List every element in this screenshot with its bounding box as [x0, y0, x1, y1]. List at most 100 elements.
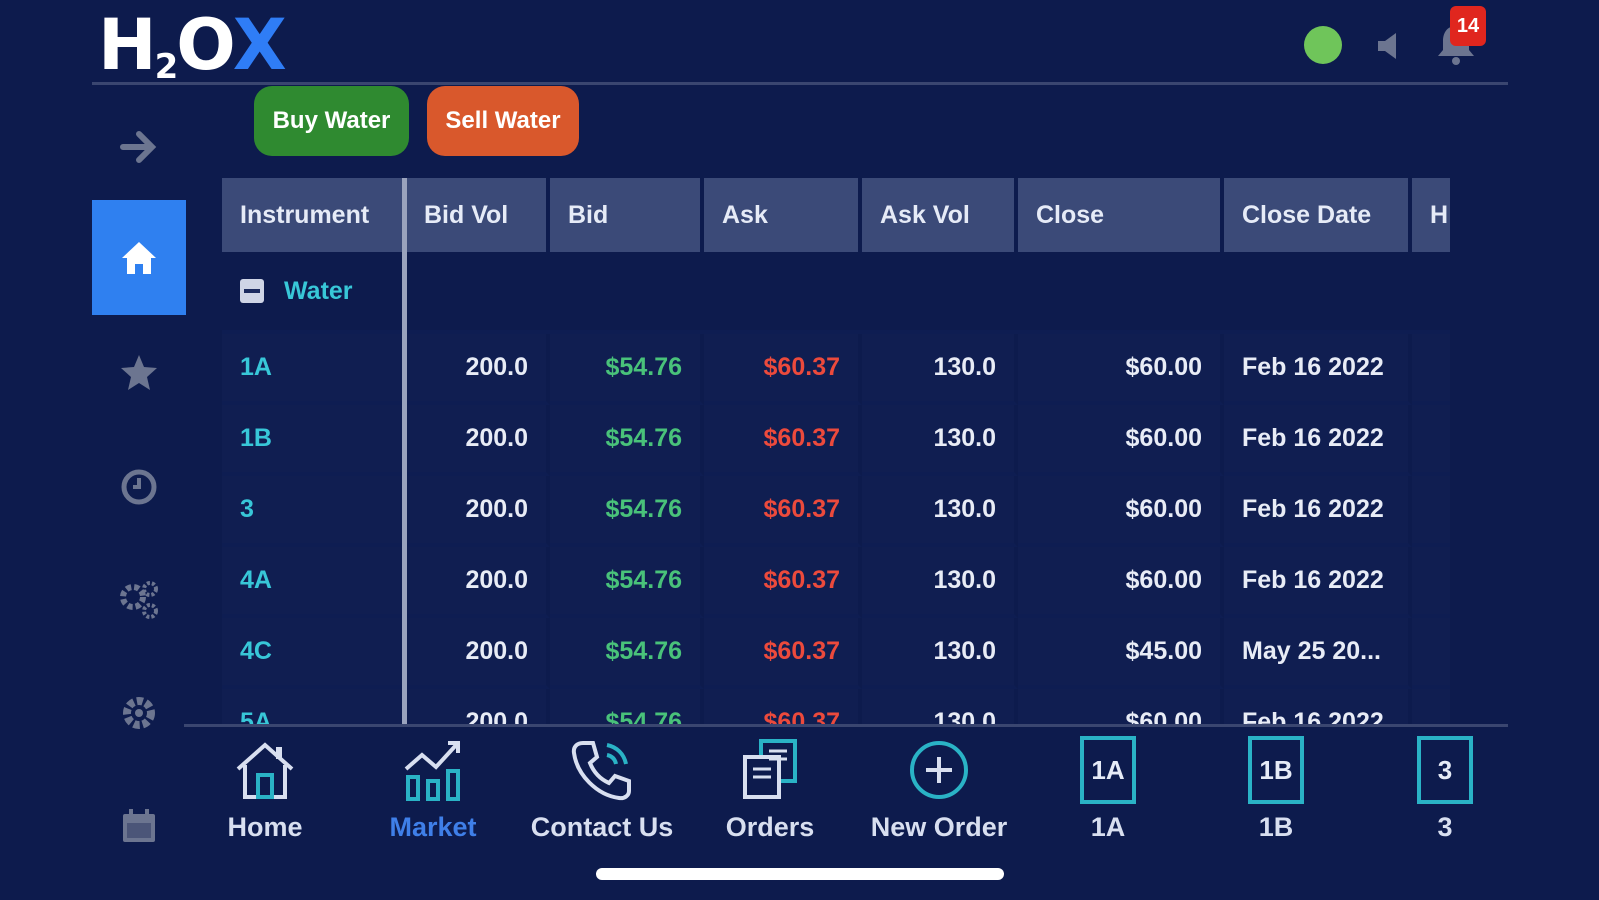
logo-h: H — [98, 4, 157, 86]
table-row[interactable]: 5A 200.0 $54.76 $60.37 130.0 $60.00 Feb … — [222, 689, 1450, 726]
bid-cell[interactable]: $54.76 — [550, 618, 704, 689]
column-header-bid[interactable]: Bid — [550, 178, 704, 252]
close-date-cell: Feb 16 2022 — [1224, 476, 1412, 547]
column-header-ask[interactable]: Ask — [704, 178, 862, 252]
home-icon — [122, 241, 156, 274]
ask-cell[interactable]: $60.37 — [704, 547, 862, 618]
calendar-icon[interactable] — [92, 796, 186, 856]
instrument-1b-icon: 1B — [1248, 736, 1304, 804]
ask-cell[interactable]: $60.37 — [704, 476, 862, 547]
bid-vol-cell: 200.0 — [406, 476, 550, 547]
bid-vol-cell: 200.0 — [406, 405, 550, 476]
column-header-bid-vol[interactable]: Bid Vol — [406, 178, 550, 252]
truncated-cell — [1412, 476, 1450, 547]
nav-market[interactable]: Market — [358, 732, 508, 847]
column-header-truncated[interactable]: H — [1412, 178, 1450, 252]
bid-vol-cell: 200.0 — [406, 618, 550, 689]
column-header-close[interactable]: Close — [1018, 178, 1224, 252]
star-icon[interactable] — [92, 343, 186, 403]
column-header-ask-vol[interactable]: Ask Vol — [862, 178, 1018, 252]
nav-instrument-1b-label: 1B — [1258, 812, 1294, 842]
clock-icon[interactable] — [92, 457, 186, 517]
nav-new-order-label: New Order — [870, 812, 1008, 842]
close-date-cell: Feb 16 2022 — [1224, 405, 1412, 476]
close-cell: $60.00 — [1018, 476, 1224, 547]
sell-water-button[interactable]: Sell Water — [427, 86, 579, 156]
ask-vol-cell: 130.0 — [862, 334, 1018, 405]
close-date-cell: Feb 16 2022 — [1224, 689, 1412, 726]
ask-vol-cell: 130.0 — [862, 618, 1018, 689]
frozen-column-divider[interactable] — [402, 178, 407, 726]
ask-vol-cell: 130.0 — [862, 547, 1018, 618]
instrument-cell[interactable]: 5A — [222, 689, 406, 726]
collapse-icon[interactable] — [240, 279, 264, 303]
nav-instrument-3[interactable]: 3 3 — [1370, 732, 1520, 847]
close-date-cell: May 25 20... — [1224, 618, 1412, 689]
close-date-cell: Feb 16 2022 — [1224, 547, 1412, 618]
nav-new-order[interactable]: New Order — [864, 732, 1014, 847]
nav-instrument-1b[interactable]: 1B 1B — [1201, 732, 1351, 847]
nav-instrument-1a-label: 1A — [1090, 812, 1126, 842]
close-cell: $60.00 — [1018, 405, 1224, 476]
nav-home[interactable]: Home — [190, 732, 340, 847]
sidebar-item-home[interactable] — [92, 200, 186, 315]
arrow-right-icon[interactable] — [92, 117, 186, 177]
logo-x: X — [232, 4, 287, 86]
market-table[interactable]: Instrument Bid Vol Bid Ask Ask Vol Close… — [222, 178, 1450, 726]
gears-icon[interactable] — [92, 570, 186, 630]
instrument-cell[interactable]: 1A — [222, 334, 406, 405]
notification-badge[interactable]: 14 — [1450, 6, 1486, 46]
instrument-cell[interactable]: 4A — [222, 547, 406, 618]
nav-home-label: Home — [227, 812, 303, 842]
truncated-cell — [1412, 618, 1450, 689]
logo-sub: 2 — [154, 47, 179, 87]
instrument-cell[interactable]: 3 — [222, 476, 406, 547]
table-row[interactable]: 3 200.0 $54.76 $60.37 130.0 $60.00 Feb 1… — [222, 476, 1450, 547]
instrument-cell[interactable]: 1B — [222, 405, 406, 476]
ask-cell[interactable]: $60.37 — [704, 618, 862, 689]
instrument-1a-icon: 1A — [1080, 736, 1136, 804]
nav-orders[interactable]: Orders — [695, 732, 845, 847]
gear-icon[interactable] — [92, 683, 186, 743]
speaker-icon[interactable] — [1376, 30, 1404, 62]
home-indicator[interactable] — [596, 868, 1004, 880]
table-row[interactable]: 1A 200.0 $54.76 $60.37 130.0 $60.00 Feb … — [222, 334, 1450, 405]
bid-cell[interactable]: $54.76 — [550, 334, 704, 405]
nav-contact-us[interactable]: Contact Us — [527, 732, 677, 847]
table-header-row: Instrument Bid Vol Bid Ask Ask Vol Close… — [222, 178, 1450, 252]
plus-circle-icon — [901, 732, 977, 808]
bid-cell[interactable]: $54.76 — [550, 405, 704, 476]
column-header-instrument[interactable]: Instrument — [222, 178, 406, 252]
bid-cell[interactable]: $54.76 — [550, 476, 704, 547]
group-row-water[interactable]: Water — [222, 252, 1450, 334]
truncated-cell — [1412, 334, 1450, 405]
bid-cell[interactable]: $54.76 — [550, 547, 704, 618]
nav-instrument-3-label: 3 — [1437, 812, 1453, 842]
home-outline-icon — [227, 732, 303, 808]
header-divider — [92, 82, 1508, 85]
ask-vol-cell: 130.0 — [862, 405, 1018, 476]
table-row[interactable]: 1B 200.0 $54.76 $60.37 130.0 $60.00 Feb … — [222, 405, 1450, 476]
ask-cell[interactable]: $60.37 — [704, 689, 862, 726]
table-row[interactable]: 4A 200.0 $54.76 $60.37 130.0 $60.00 Feb … — [222, 547, 1450, 618]
group-label: Water — [284, 276, 353, 305]
table-row[interactable]: 4C 200.0 $54.76 $60.37 130.0 $45.00 May … — [222, 618, 1450, 689]
ask-vol-cell: 130.0 — [862, 476, 1018, 547]
ask-cell[interactable]: $60.37 — [704, 334, 862, 405]
nav-instrument-1a[interactable]: 1A 1A — [1033, 732, 1183, 847]
buy-water-button[interactable]: Buy Water — [254, 86, 409, 156]
truncated-cell — [1412, 405, 1450, 476]
truncated-cell — [1412, 689, 1450, 726]
instrument-cell[interactable]: 4C — [222, 618, 406, 689]
close-cell: $45.00 — [1018, 618, 1224, 689]
ask-cell[interactable]: $60.37 — [704, 405, 862, 476]
nav-orders-label: Orders — [725, 812, 815, 842]
bid-vol-cell: 200.0 — [406, 547, 550, 618]
column-header-close-date[interactable]: Close Date — [1224, 178, 1412, 252]
close-cell: $60.00 — [1018, 334, 1224, 405]
ask-vol-cell: 130.0 — [862, 689, 1018, 726]
close-date-cell: Feb 16 2022 — [1224, 334, 1412, 405]
bid-cell[interactable]: $54.76 — [550, 689, 704, 726]
nav-contact-us-label: Contact Us — [530, 812, 674, 842]
